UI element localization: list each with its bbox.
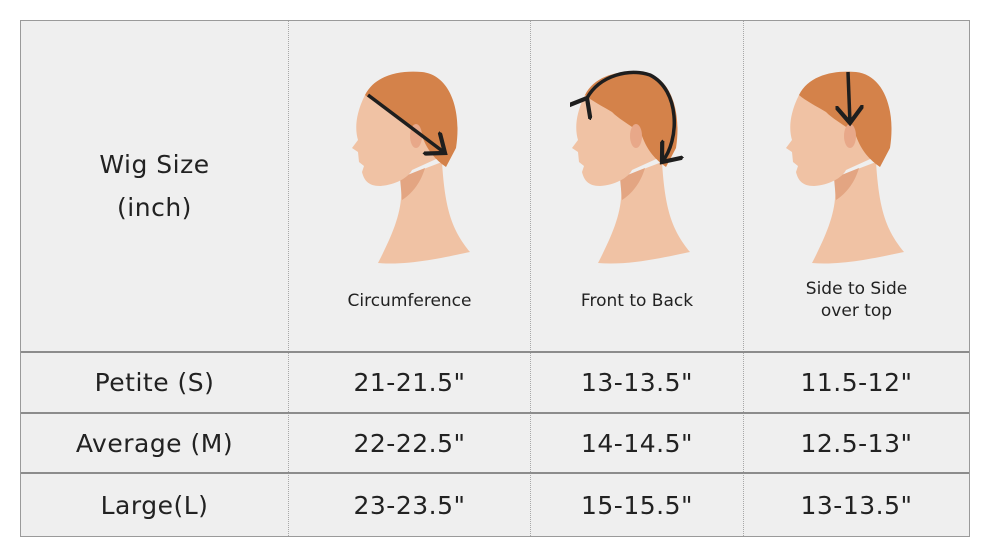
- size-header-line2: (inch): [117, 193, 192, 222]
- head-circumference-icon: [352, 71, 470, 264]
- cell-value: 22-22.5": [353, 428, 466, 458]
- size-header-line1: Wig Size: [99, 150, 210, 179]
- cell-value: 21-21.5": [353, 368, 466, 397]
- column-divider: [288, 21, 289, 536]
- side-to-side-arrow: [848, 71, 850, 123]
- circumference-label: Circumference: [347, 291, 472, 311]
- head-front-to-back-icon: [570, 70, 690, 264]
- front-to-back-label: Front to Back: [580, 291, 694, 311]
- cell-value: 12.5-13": [800, 428, 913, 458]
- side-to-side-label-line2: over top: [820, 301, 893, 321]
- cell-value: 11.5-12": [800, 368, 913, 397]
- size-header: Wig Size (inch): [21, 21, 288, 351]
- cell-value: 14-14.5": [581, 428, 693, 458]
- side-to-side-label: Side to Side over top: [744, 277, 969, 323]
- side-to-side-label-line1: Side to Side: [805, 279, 908, 299]
- row-divider: [21, 472, 969, 474]
- head-side-to-side-icon: [786, 71, 904, 264]
- row-divider: [21, 412, 969, 414]
- circumference-arrow: [366, 93, 445, 153]
- row-divider: [21, 351, 969, 353]
- row-size-large: Large(L): [100, 490, 209, 520]
- row-size-petite: Petite (S): [94, 368, 215, 397]
- cell-value: 23-23.5": [353, 490, 466, 520]
- cell-value: 13-13.5": [581, 368, 693, 397]
- cell-value: 15-15.5": [581, 490, 693, 520]
- column-divider: [530, 21, 531, 536]
- row-size-average: Average (M): [75, 428, 234, 458]
- column-divider: [743, 21, 744, 536]
- cell-value: 13-13.5": [800, 490, 913, 520]
- front-to-back-arrow: [587, 70, 674, 162]
